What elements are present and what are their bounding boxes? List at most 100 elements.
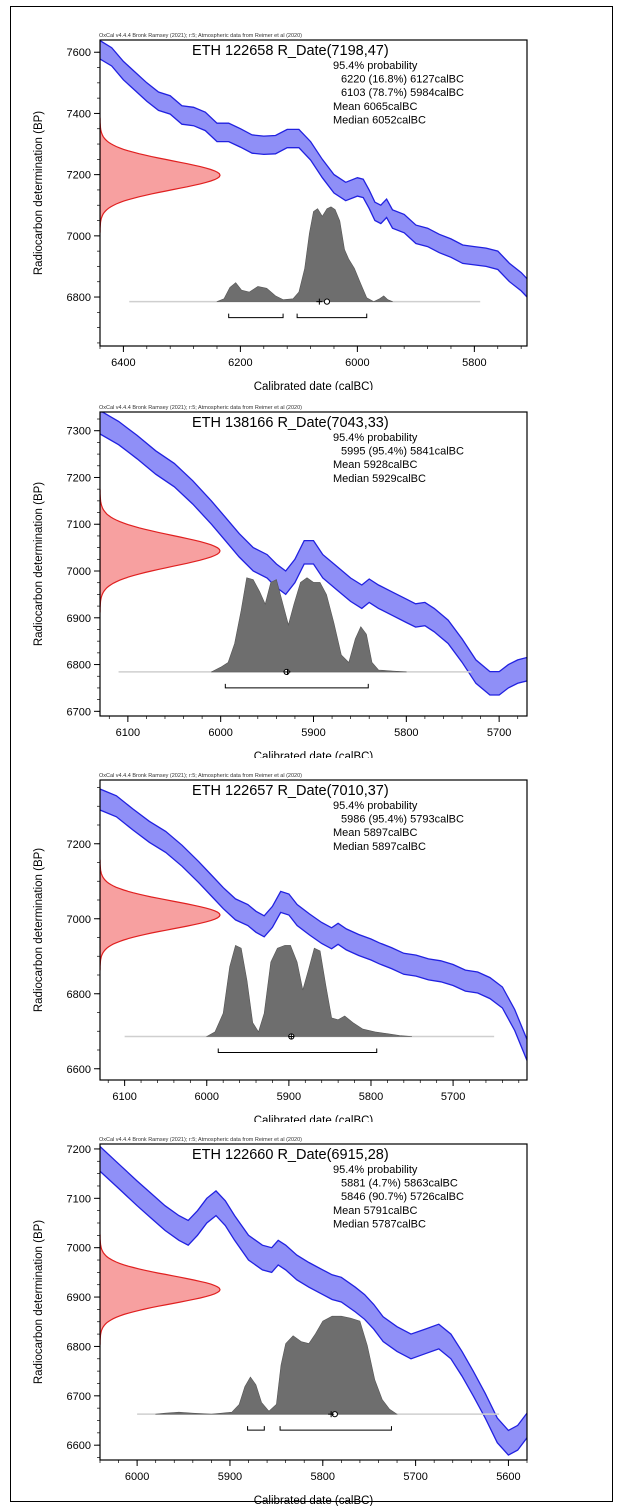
info-line-2: 5986 (95.4%) 5793calBC bbox=[341, 814, 464, 826]
x-tick-label: 6000 bbox=[195, 1091, 219, 1103]
calibration-curve-lower bbox=[100, 58, 527, 298]
oxcal-credit: OxCal v4.4.4 Bronk Ramsey (2021); r:5; A… bbox=[99, 405, 302, 411]
x-axis-label: Calibrated date (calBC) bbox=[254, 1115, 374, 1122]
plot-area bbox=[100, 40, 527, 319]
oxcal-credit: OxCal v4.4.4 Bronk Ramsey (2021); r:5; A… bbox=[99, 773, 302, 779]
x-tick-label: 6400 bbox=[111, 357, 135, 369]
calibration-curve-band bbox=[100, 789, 527, 1061]
y-tick-label: 6800 bbox=[67, 292, 91, 304]
posterior-distribution bbox=[205, 944, 413, 1037]
x-tick-label: 6100 bbox=[116, 727, 140, 739]
info-line-1: 95.4% probability bbox=[333, 60, 418, 72]
info-line-2: 6220 (16.8%) 6127calBC bbox=[341, 74, 464, 86]
x-tick-label: 5600 bbox=[496, 1471, 520, 1483]
plot-area bbox=[100, 1146, 527, 1456]
y-tick-label: 7200 bbox=[67, 170, 91, 182]
x-tick-label: 6000 bbox=[345, 357, 369, 369]
info-line-5: Median 6052calBC bbox=[333, 114, 426, 126]
y-tick-label: 7100 bbox=[67, 1193, 91, 1205]
y-tick-label: 7200 bbox=[67, 1144, 91, 1156]
calibration-curve-band bbox=[100, 412, 527, 695]
calibration-chart-4: OxCal v4.4.4 Bronk Ramsey (2021); r:5; A… bbox=[33, 1137, 528, 1506]
y-tick-label: 7600 bbox=[67, 47, 91, 59]
radiocarbon-distribution bbox=[100, 117, 221, 233]
y-tick-label: 7100 bbox=[67, 519, 91, 531]
y-tick-label: 7200 bbox=[67, 839, 91, 851]
plot-frame bbox=[99, 39, 528, 347]
x-tick-label: 5800 bbox=[359, 1091, 383, 1103]
chart-title: ETH 138166 R_Date(7043,33) bbox=[192, 415, 389, 431]
y-tick-label: 7000 bbox=[67, 566, 91, 578]
x-tick-label: 5800 bbox=[311, 1471, 335, 1483]
plot-area bbox=[100, 788, 527, 1061]
range-bracket-1 bbox=[217, 1048, 378, 1053]
y-tick-label: 7000 bbox=[67, 1243, 91, 1255]
plot-frame bbox=[99, 779, 528, 1081]
posterior-distribution bbox=[216, 206, 393, 302]
x-axis-label: Calibrated date (calBC) bbox=[254, 751, 374, 758]
radiocarbon-distribution bbox=[100, 859, 221, 971]
y-tick-label: 6900 bbox=[67, 1292, 91, 1304]
calibration-chart-2: OxCal v4.4.4 Bronk Ramsey (2021); r:5; A… bbox=[33, 405, 528, 758]
info-line-1: 95.4% probability bbox=[333, 432, 418, 444]
range-bracket-1 bbox=[247, 1426, 265, 1431]
radiocarbon-distribution bbox=[100, 1234, 221, 1346]
posterior-distribution bbox=[211, 577, 407, 673]
figure-frame bbox=[10, 6, 613, 1502]
range-bracket-2 bbox=[296, 313, 368, 319]
range-bracket-1 bbox=[224, 683, 369, 689]
y-tick-label: 7400 bbox=[67, 108, 91, 120]
calibration-curve-lower bbox=[100, 809, 527, 1061]
y-tick-label: 6700 bbox=[67, 1391, 91, 1403]
y-axis-label: Radiocarbon determination (BP) bbox=[33, 1220, 45, 1384]
y-axis-label: Radiocarbon determination (BP) bbox=[33, 848, 45, 1012]
radiocarbon-distribution bbox=[100, 489, 221, 613]
info-line-2: 5995 (95.4%) 5841calBC bbox=[341, 446, 464, 458]
posterior-distribution bbox=[155, 1315, 398, 1415]
y-tick-label: 6900 bbox=[67, 613, 91, 625]
range-bracket-1 bbox=[228, 313, 284, 319]
x-axis-label: Calibrated date (calBC) bbox=[254, 1495, 374, 1506]
y-tick-label: 6600 bbox=[67, 1064, 91, 1076]
calibration-curve-upper bbox=[100, 788, 527, 1040]
x-tick-label: 5900 bbox=[218, 1471, 242, 1483]
calibration-curve-lower bbox=[100, 1170, 527, 1456]
oxcal-credit: OxCal v4.4.4 Bronk Ramsey (2021); r:5; A… bbox=[99, 1137, 302, 1143]
info-line-1: 95.4% probability bbox=[333, 1164, 418, 1176]
x-tick-label: 5900 bbox=[301, 727, 325, 739]
info-line-3: Mean 5928calBC bbox=[333, 459, 417, 471]
calibration-curve-upper bbox=[100, 1146, 527, 1432]
y-tick-label: 6800 bbox=[67, 660, 91, 672]
x-tick-label: 6000 bbox=[208, 727, 232, 739]
info-line-1: 95.4% probability bbox=[333, 800, 418, 812]
y-tick-label: 6800 bbox=[67, 989, 91, 1001]
y-tick-label: 7000 bbox=[67, 231, 91, 243]
calibration-chart-3: OxCal v4.4.4 Bronk Ramsey (2021); r:5; A… bbox=[33, 773, 528, 1122]
calibration-chart-1: OxCal v4.4.4 Bronk Ramsey (2021); r:5; A… bbox=[33, 33, 528, 390]
y-tick-label: 6600 bbox=[67, 1440, 91, 1452]
range-bracket-2 bbox=[279, 1426, 392, 1431]
info-line-3: Mean 5897calBC bbox=[333, 827, 417, 839]
info-line-2: 5881 (4.7%) 5863calBC bbox=[341, 1178, 458, 1190]
info-line-3: 5846 (90.7%) 5726calBC bbox=[341, 1191, 464, 1203]
x-tick-label: 6000 bbox=[125, 1471, 149, 1483]
calibration-curve-upper bbox=[101, 412, 527, 673]
info-line-4: Mean 6065calBC bbox=[333, 101, 417, 113]
x-tick-label: 6200 bbox=[228, 357, 252, 369]
calibration-curve-lower bbox=[100, 433, 527, 696]
y-tick-label: 6700 bbox=[67, 706, 91, 718]
x-tick-label: 5700 bbox=[487, 727, 511, 739]
median-marker bbox=[323, 298, 331, 305]
info-line-5: Median 5787calBC bbox=[333, 1218, 426, 1230]
y-tick-label: 7300 bbox=[67, 426, 91, 438]
x-tick-label: 5700 bbox=[441, 1091, 465, 1103]
x-tick-label: 5800 bbox=[394, 727, 418, 739]
info-line-4: Median 5897calBC bbox=[333, 841, 426, 853]
x-axis-label: Calibrated date (calBC) bbox=[254, 381, 374, 390]
calibration-curve-band bbox=[100, 40, 527, 297]
y-axis-label: Radiocarbon determination (BP) bbox=[33, 111, 45, 275]
info-line-4: Mean 5791calBC bbox=[333, 1205, 417, 1217]
y-tick-label: 7000 bbox=[67, 914, 91, 926]
chart-title: ETH 122660 R_Date(6915,28) bbox=[192, 1147, 389, 1163]
plot-area bbox=[100, 412, 527, 696]
